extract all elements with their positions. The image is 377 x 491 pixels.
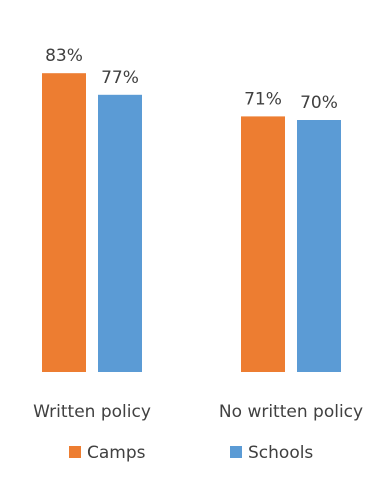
legend-label-schools: Schools — [248, 443, 313, 463]
bars-layer — [42, 73, 341, 373]
bar-camps-no-written-policy — [241, 116, 285, 373]
legend: Camps Schools — [69, 443, 313, 463]
data-label-schools-written-policy: 77% — [101, 68, 139, 88]
data-label-schools-no-written-policy: 70% — [300, 93, 338, 113]
legend-swatch-camps — [69, 446, 81, 458]
legend-label-camps: Camps — [87, 443, 146, 463]
data-label-camps-no-written-policy: 71% — [244, 89, 282, 109]
data-label-camps-written-policy: 83% — [45, 46, 83, 66]
legend-swatch-schools — [230, 446, 242, 458]
category-label-written-policy: Written policy — [33, 402, 151, 422]
bar-schools-written-policy — [98, 94, 142, 373]
category-labels-layer: Written policy No written policy — [33, 402, 363, 422]
category-label-no-written-policy: No written policy — [219, 402, 363, 422]
bar-schools-no-written-policy — [297, 120, 341, 372]
bar-camps-written-policy — [42, 73, 86, 372]
value-labels-layer: 83% 77% 71% 70% — [45, 46, 338, 113]
